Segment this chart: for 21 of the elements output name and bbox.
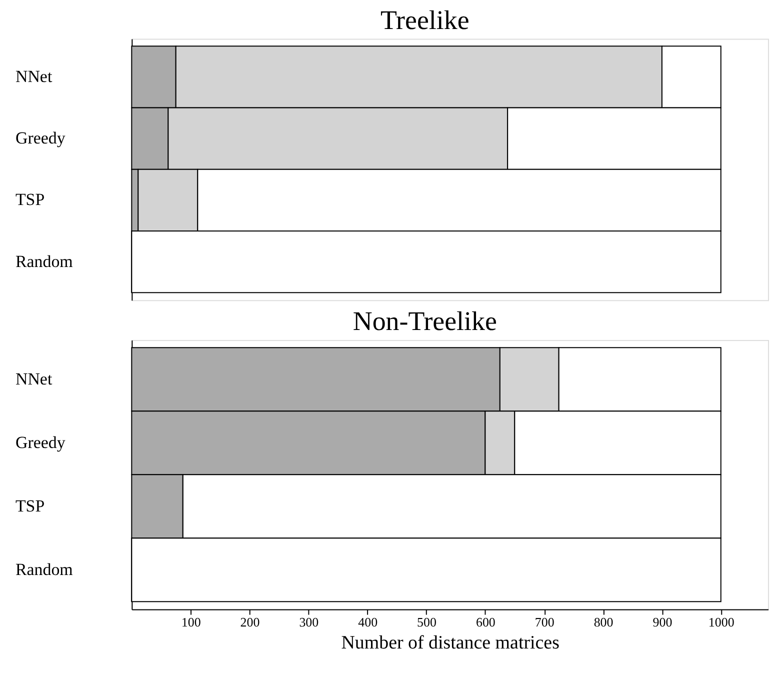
x-tick-label: 800 — [594, 614, 614, 630]
chart-title: Non-Treelike — [352, 306, 497, 336]
y-tick-label: Random — [15, 560, 73, 579]
y-tick-label: TSP — [15, 190, 45, 210]
y-tick-label: Greedy — [15, 128, 66, 148]
x-tick-label: 900 — [652, 614, 672, 630]
x-axis-title: Number of distance matrices — [341, 632, 560, 654]
y-tick-label: NNet — [15, 66, 52, 86]
x-tick-label: 700 — [534, 614, 554, 630]
y-tick-label: TSP — [15, 496, 45, 516]
x-tick-label: 1000 — [708, 614, 734, 630]
x-tick-label: 300 — [299, 614, 319, 630]
x-tick-label: 600 — [476, 614, 496, 630]
y-tick-label: Random — [15, 252, 73, 271]
chart-title: Treelike — [380, 4, 470, 35]
x-tick-label: 100 — [181, 614, 201, 630]
x-tick-label: 400 — [358, 614, 378, 630]
y-tick-label: NNet — [15, 369, 52, 388]
x-tick-label: 200 — [240, 614, 260, 630]
y-tick-label: Greedy — [15, 432, 66, 452]
x-tick-label: 500 — [417, 614, 436, 630]
